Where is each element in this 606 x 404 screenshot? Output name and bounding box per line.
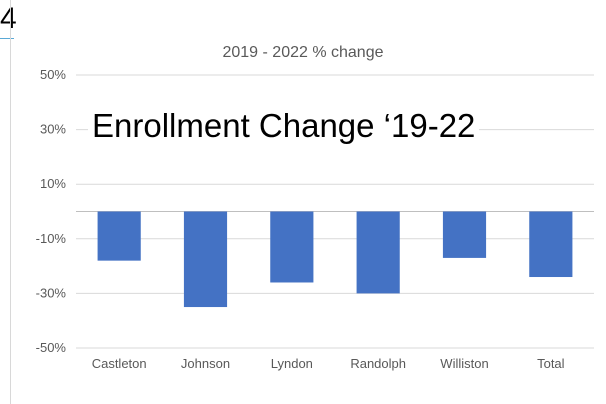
x-category-label: Johnson [181,356,230,371]
bar-lyndon [270,211,314,283]
page-number: 4 [0,2,17,35]
y-tick-label: 10% [40,176,66,191]
bar-williston [442,211,487,258]
x-category-label: Total [537,356,565,371]
accent-line [0,38,14,39]
chart-title: 2019 - 2022 % change [222,44,384,61]
x-category-label: Randolph [350,356,406,371]
y-tick-label: -50% [36,340,67,355]
gridlines [76,74,594,349]
x-category-label: Williston [440,356,488,371]
bar-randolph [356,211,400,294]
y-axis-ticks: 50% 30% 10% -10% -30% -50% [36,67,67,355]
bar-johnson [183,211,228,308]
x-category-label: Castleton [92,356,147,371]
y-tick-label: 50% [40,67,66,82]
y-tick-label: -10% [36,231,67,246]
x-category-label: Lyndon [271,356,313,371]
divider-line [10,0,11,404]
x-axis-categories: Castleton Johnson Lyndon Randolph Williston T… [92,356,565,371]
bars [97,211,573,308]
slide-title: Enrollment Change ‘19-22 [88,107,480,145]
bar-castleton [97,211,141,261]
y-tick-label: -30% [36,285,67,300]
y-tick-label: 30% [40,122,66,137]
bar-total [529,211,573,278]
